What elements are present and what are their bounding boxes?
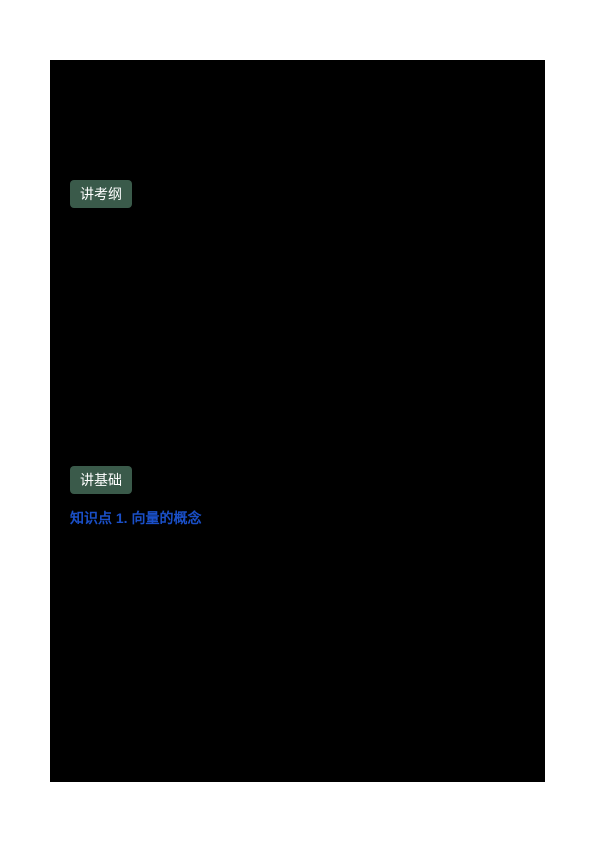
tag-exam-outline: 讲考纲 — [70, 180, 132, 208]
tag-basics: 讲基础 — [70, 466, 132, 494]
heading-knowledge-point-1: 知识点 1. 向量的概念 — [70, 508, 525, 528]
document-body: 讲考纲 讲基础 知识点 1. 向量的概念 — [50, 60, 545, 782]
